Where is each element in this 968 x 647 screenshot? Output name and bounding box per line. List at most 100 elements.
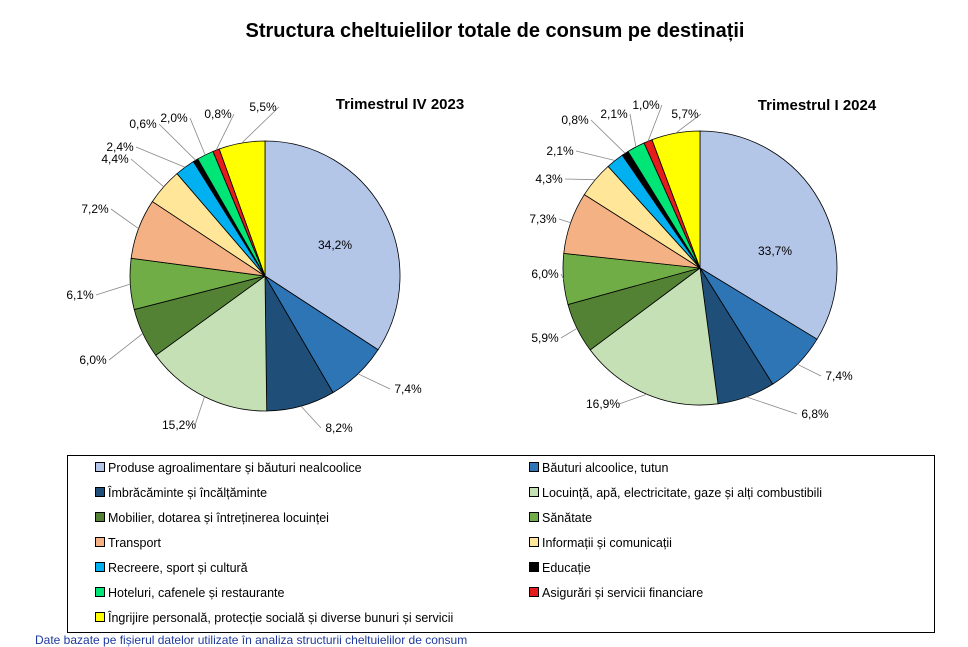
leader-line bbox=[300, 405, 322, 429]
data-label: 34,2% bbox=[318, 238, 352, 252]
legend-label: Transport bbox=[108, 536, 162, 550]
legend-item: Recreere, sport și cultură bbox=[95, 561, 248, 575]
data-label: 8,2% bbox=[325, 421, 353, 435]
leader-line bbox=[241, 106, 280, 144]
data-label: 33,7% bbox=[758, 244, 792, 258]
leader-line bbox=[95, 283, 131, 296]
pie-charts: 34,2% 7,4% 8,2% 15,2% 6,0% 6,1% 7,2% 4,4%2,4% 0,… bbox=[66, 96, 877, 435]
data-label: 6,1% bbox=[66, 288, 94, 302]
legend-label: Hoteluri, cafenele și restaurante bbox=[108, 586, 285, 600]
legend-label: Îmbrăcăminte și încălțăminte bbox=[108, 486, 268, 500]
legend-item: Produse agroalimentare și băuturi nealco… bbox=[95, 461, 362, 475]
legend-item: Îmbrăcăminte și încălțăminte bbox=[95, 486, 267, 500]
data-label: 5,9% bbox=[531, 331, 559, 345]
legend-label: Îngrijire personală, protecție socială ș… bbox=[108, 611, 454, 625]
data-label: 6,0% bbox=[79, 353, 107, 367]
legend-item: Informații și comunicații bbox=[529, 536, 672, 550]
legend-swatch bbox=[95, 587, 105, 597]
legend-label: Asigurări și servicii financiare bbox=[542, 586, 704, 600]
leader-line bbox=[108, 333, 144, 361]
legend-swatch bbox=[95, 487, 105, 497]
leader-line bbox=[215, 113, 235, 151]
leader-line bbox=[189, 117, 206, 156]
legend-label: Mobilier, dotarea și întreținerea locuin… bbox=[108, 511, 329, 525]
data-label: 6,0% bbox=[531, 267, 559, 281]
legend-item: Asigurări și servicii financiare bbox=[529, 586, 703, 600]
data-label: 1,0% bbox=[632, 98, 660, 112]
legend-label: Locuință, apă, electricitate, gaze și al… bbox=[542, 486, 823, 500]
legend-label: Recreere, sport și cultură bbox=[108, 561, 248, 575]
leader-line bbox=[135, 146, 186, 168]
data-label: 0,6% bbox=[129, 117, 157, 131]
leader-line bbox=[560, 327, 578, 339]
data-label: 0,8% bbox=[204, 107, 232, 121]
legend-label: Educație bbox=[542, 561, 591, 575]
legend-swatch bbox=[529, 537, 539, 547]
pie-slice bbox=[155, 275, 268, 412]
footnote: Date bazate pe fișierul datelor utilizat… bbox=[35, 633, 468, 647]
legend-swatch bbox=[529, 512, 539, 522]
leader-line bbox=[558, 218, 571, 224]
leader-line bbox=[575, 150, 616, 161]
legend-label: Produse agroalimentare și băuturi nealco… bbox=[108, 461, 362, 475]
leader-line bbox=[746, 396, 798, 415]
legend-swatch bbox=[529, 462, 539, 472]
leader-line bbox=[194, 396, 205, 426]
legend-item: Locuință, apă, electricitate, gaze și al… bbox=[529, 486, 822, 500]
leader-line bbox=[158, 123, 196, 161]
legend-item: Educație bbox=[529, 561, 591, 575]
data-label: 7,4% bbox=[394, 382, 422, 396]
pie-slice bbox=[218, 140, 266, 277]
data-label: 4,4% bbox=[101, 152, 129, 166]
data-label: 15,2% bbox=[162, 418, 196, 432]
leader-line bbox=[110, 208, 139, 230]
leader-line bbox=[797, 363, 822, 377]
legend-label: Informații și comunicații bbox=[542, 536, 672, 550]
leader-line bbox=[130, 158, 164, 188]
data-label: 7,4% bbox=[825, 369, 853, 383]
data-label: 6,8% bbox=[801, 407, 829, 421]
leader-line bbox=[590, 119, 626, 154]
legend-item: Hoteluri, cafenele și restaurante bbox=[95, 586, 284, 600]
data-label: 7,2% bbox=[81, 202, 109, 216]
chart-title: Structura cheltuielilor totale de consum… bbox=[245, 20, 745, 42]
pie-title: Trimestrul I 2024 bbox=[758, 97, 877, 114]
legend: Produse agroalimentare și băuturi nealco… bbox=[67, 455, 935, 633]
legend-swatch bbox=[95, 562, 105, 572]
legend-item: Băuturi alcoolice, tutun bbox=[529, 461, 668, 475]
legend-item: Mobilier, dotarea și întreținerea locuin… bbox=[95, 511, 329, 525]
legend-swatch bbox=[529, 487, 539, 497]
data-label: 5,7% bbox=[671, 107, 699, 121]
data-label: 4,3% bbox=[535, 172, 563, 186]
pie-title: Trimestrul IV 2023 bbox=[336, 96, 464, 113]
pie-chart-2: 33,7% 7,4% 6,8% 16,9% 5,9% 6,0% 7,3% 4,3% 2,1% 0,… bbox=[529, 97, 877, 421]
legend-item: Îngrijire personală, protecție socială ș… bbox=[95, 611, 453, 625]
legend-label: Sănătate bbox=[542, 511, 593, 525]
legend-swatch bbox=[95, 462, 105, 472]
legend-swatch bbox=[95, 612, 105, 622]
data-label: 2,0% bbox=[160, 111, 188, 125]
leader-line bbox=[560, 273, 564, 280]
leader-line bbox=[629, 113, 637, 147]
pie-slice bbox=[699, 130, 838, 340]
leader-line bbox=[357, 373, 391, 390]
data-label: 2,1% bbox=[546, 144, 574, 158]
data-label: 2,1% bbox=[600, 107, 628, 121]
legend-item: Sănătate bbox=[529, 511, 592, 525]
legend-item: Transport bbox=[95, 536, 161, 550]
leader-line bbox=[618, 393, 647, 405]
leader-line bbox=[647, 104, 663, 142]
leader-line bbox=[564, 178, 596, 181]
legend-swatch bbox=[95, 537, 105, 547]
legend-label: Băuturi alcoolice, tutun bbox=[542, 461, 669, 475]
data-label: 0,8% bbox=[561, 113, 589, 127]
pie-chart-1: 34,2% 7,4% 8,2% 15,2% 6,0% 6,1% 7,2% 4,4%2,4% 0,… bbox=[66, 96, 464, 435]
data-label: 5,5% bbox=[249, 100, 277, 114]
data-label: 16,9% bbox=[586, 397, 620, 411]
legend-swatch bbox=[529, 562, 539, 572]
pie-slice bbox=[589, 267, 719, 406]
leader-line bbox=[675, 113, 702, 134]
legend-swatch bbox=[529, 587, 539, 597]
data-label: 7,3% bbox=[529, 212, 557, 226]
legend-swatch bbox=[95, 512, 105, 522]
